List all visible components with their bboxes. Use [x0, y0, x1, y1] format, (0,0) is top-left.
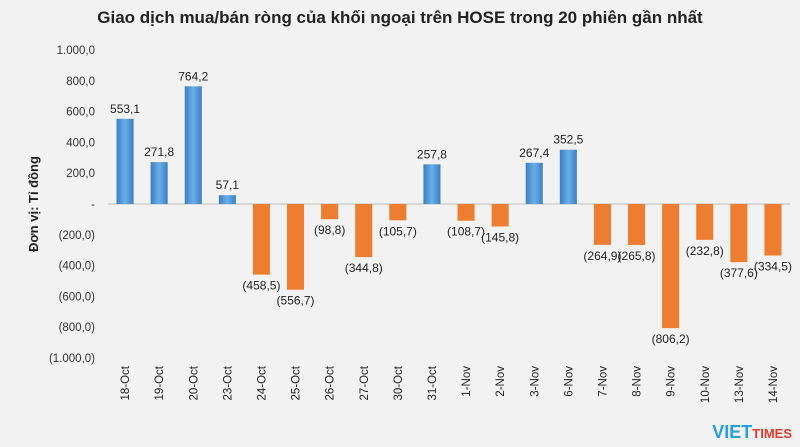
logo-part-2: TIMES	[752, 426, 792, 441]
x-tick-label: 27-Oct	[359, 365, 371, 400]
y-tick-label: 400,0	[66, 137, 95, 149]
x-tick-label: 24-Oct	[256, 365, 268, 400]
bar	[696, 204, 714, 240]
data-label: 267,4	[519, 146, 549, 160]
x-tick-label: 6-Nov	[563, 366, 575, 397]
y-tick-label: 800,0	[66, 76, 95, 88]
x-tick-label: 13-Nov	[734, 366, 746, 403]
y-tick-label: (400,0)	[59, 261, 96, 273]
bar	[150, 162, 168, 204]
bar	[252, 204, 270, 275]
data-label: (105,7)	[379, 224, 417, 238]
data-label: 553,1	[110, 102, 140, 116]
x-tick-label: 31-Oct	[427, 365, 439, 400]
bar	[764, 204, 782, 256]
data-label: 764,2	[178, 69, 208, 83]
x-tick-label: 2-Nov	[495, 366, 507, 397]
data-label: (108,7)	[447, 225, 485, 239]
x-tick-label: 7-Nov	[597, 366, 609, 397]
data-label: (458,5)	[242, 279, 280, 293]
bar	[218, 195, 236, 204]
y-tick-label: (200,0)	[59, 230, 96, 242]
y-axis-label: Đơn vị: Tỉ đồng	[26, 156, 41, 252]
bar	[355, 204, 373, 258]
data-label: (334,5)	[754, 260, 792, 274]
data-label: (145,8)	[481, 230, 519, 244]
x-tick-label: 10-Nov	[700, 366, 712, 403]
bar	[184, 86, 202, 204]
data-label: 271,8	[144, 145, 174, 159]
bar	[321, 204, 339, 220]
bar	[491, 204, 509, 227]
x-tick-label: 26-Oct	[325, 365, 337, 400]
bar	[457, 204, 475, 221]
bar	[662, 204, 680, 329]
y-tick-label: -	[91, 199, 95, 211]
x-tick-label: 23-Oct	[222, 365, 234, 400]
y-tick-label: 600,0	[66, 107, 95, 119]
x-tick-label: 19-Oct	[154, 365, 166, 400]
bar	[116, 118, 134, 204]
x-tick-label: 14-Nov	[768, 366, 780, 403]
y-tick-label: (1.000,0)	[49, 353, 95, 365]
x-tick-label: 30-Oct	[393, 365, 405, 400]
data-label: (806,2)	[652, 332, 690, 346]
bar	[628, 204, 646, 245]
chart-title: Giao dịch mua/bán ròng của khối ngoại tr…	[97, 8, 703, 27]
x-tick-label: 3-Nov	[529, 366, 541, 397]
bar	[423, 164, 441, 204]
x-tick-label: 18-Oct	[120, 365, 132, 400]
y-tick-label: (600,0)	[59, 291, 96, 303]
data-label: (265,8)	[618, 249, 656, 263]
data-label: (556,7)	[277, 294, 315, 308]
data-label: (377,6)	[720, 266, 758, 280]
bar	[730, 204, 748, 263]
bar	[389, 204, 407, 221]
y-tick-label: (800,0)	[59, 322, 96, 334]
x-tick-label: 9-Nov	[666, 366, 678, 397]
bar	[593, 204, 611, 245]
data-label: 352,5	[553, 133, 583, 147]
data-label: (264,9)	[583, 249, 621, 263]
x-tick-label: 8-Nov	[632, 366, 644, 397]
data-label: 57,1	[216, 178, 240, 192]
y-tick-label: 1.000,0	[57, 45, 95, 57]
y-tick-label: 200,0	[66, 168, 95, 180]
x-tick-label: 1-Nov	[461, 366, 473, 397]
viettimes-logo: VIETTIMES	[712, 422, 792, 443]
bar	[525, 162, 543, 204]
logo-part-1: VIET	[712, 422, 753, 442]
bar	[287, 204, 305, 290]
data-label: 257,8	[417, 147, 447, 161]
data-label: (98,8)	[314, 223, 345, 237]
data-label: (344,8)	[345, 261, 383, 275]
x-tick-label: 20-Oct	[188, 365, 200, 400]
x-tick-label: 25-Oct	[291, 365, 303, 400]
data-label: (232,8)	[686, 244, 724, 258]
bar	[559, 149, 577, 204]
